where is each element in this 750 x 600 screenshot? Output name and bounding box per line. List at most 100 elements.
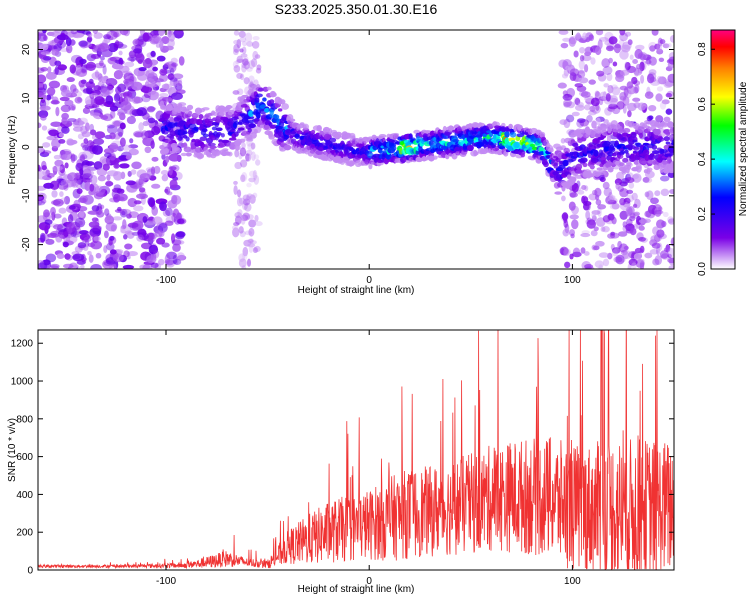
spectrogram-cell	[39, 43, 49, 51]
spectrogram-cell	[87, 210, 100, 215]
spectrogram-cell	[242, 194, 250, 202]
spectrogram-cell	[628, 258, 638, 266]
spectrogram-cell	[247, 143, 255, 151]
spectrogram-cell	[642, 177, 653, 184]
spectrogram-cell	[177, 80, 183, 87]
spectrogram-cell	[608, 57, 613, 64]
spectrogram-cell	[256, 64, 262, 71]
spectrogram-cell	[252, 247, 258, 254]
spectrogram-cell	[234, 215, 242, 225]
spectrogram-cell	[560, 138, 566, 144]
spectrogram-cell	[633, 66, 640, 77]
spectrogram-cell	[624, 61, 629, 71]
spectrogram-cell	[639, 61, 645, 72]
spectrogram-cell	[589, 105, 596, 113]
spectrogram-cell	[584, 266, 595, 269]
spectrogram-cell	[631, 262, 637, 269]
spectrogram-cell	[66, 77, 75, 83]
spectrogram-cell	[578, 77, 589, 84]
spectrogram-cell	[99, 60, 104, 67]
spectrogram-cell	[172, 243, 181, 252]
spectrogram-cell	[216, 131, 222, 136]
spectrogram-cell	[665, 141, 671, 145]
spectrogram-cell	[568, 229, 576, 237]
spectrogram-cell	[78, 209, 85, 218]
spectrogram-cell	[54, 30, 62, 34]
spectrogram-cell	[127, 56, 137, 62]
spectrogram-cell	[651, 242, 661, 249]
spectrogram-cell	[277, 108, 283, 112]
spectrogram-cell	[134, 44, 143, 54]
spectrogram-cell	[252, 169, 258, 180]
spectrogram-cell	[156, 55, 166, 62]
spectrogram-cell	[161, 174, 169, 182]
spectrogram-cell	[38, 146, 44, 154]
spectrogram-cell	[70, 54, 83, 64]
spectrogram-cell	[246, 182, 252, 188]
spectrogram-cell	[43, 35, 48, 41]
spectrogram-cell	[576, 119, 585, 128]
spectrogram-cell	[618, 231, 628, 237]
spectrogram-cell	[638, 225, 645, 231]
spectrogram-cell	[39, 232, 46, 243]
spectrogram-cell	[63, 195, 71, 205]
spectrogram-cell	[92, 30, 99, 35]
spectrogram-cell	[566, 101, 575, 109]
spectrogram-cell	[572, 142, 579, 148]
spectrogram-cell	[594, 187, 602, 197]
spectrogram-cells	[38, 30, 674, 269]
spectrogram-cell	[84, 95, 95, 106]
spectrogram-cell	[329, 137, 337, 143]
spectrogram-cell	[50, 121, 62, 127]
spectrogram-cell	[81, 160, 90, 167]
spectrogram-cell	[83, 87, 94, 94]
spectrogram-cell	[118, 155, 129, 161]
y-tick-label: 10	[21, 92, 32, 104]
spectrogram-cell	[385, 153, 392, 160]
spectrogram-cell	[90, 264, 102, 269]
spectrogram-cell	[176, 115, 182, 121]
spectrogram-cell	[559, 246, 569, 256]
spectrogram-cell	[142, 264, 153, 269]
spectrogram-cell	[390, 145, 397, 152]
spectrogram-cell	[40, 115, 47, 121]
spectrogram-cell	[335, 131, 342, 136]
spectrogram-cell	[147, 91, 160, 97]
spectrogram-cell	[619, 30, 626, 36]
spectrogram-cell	[624, 61, 631, 71]
spectrogram-frame	[37, 29, 675, 270]
spectrogram-cell	[621, 168, 627, 175]
spectrogram-cell	[618, 243, 629, 253]
spectrogram-cell	[102, 163, 110, 171]
spectrogram-cell	[81, 150, 94, 160]
spectrogram-cell	[573, 96, 580, 106]
spectrogram-cell	[608, 103, 618, 110]
spectrogram-cell	[174, 147, 181, 154]
spectrogram-cell	[83, 236, 92, 242]
spectrogram-cell	[283, 144, 292, 151]
spectrogram-cell	[58, 139, 66, 144]
spectrogram-cell	[650, 197, 659, 205]
spectrogram-cell	[171, 194, 178, 205]
spectrogram-cell	[85, 61, 97, 72]
spectrogram-cell	[634, 247, 643, 253]
snr-x-axis-label: Height of straight line (km)	[298, 584, 415, 595]
spectrogram-cell	[572, 151, 579, 156]
spectrogram-cell	[245, 153, 252, 162]
spectrogram-cell	[85, 170, 95, 176]
spectrogram-cell	[233, 180, 238, 185]
spectrogram-cell	[657, 76, 667, 85]
spectrogram-cell	[64, 99, 74, 107]
spectrogram-cell	[242, 250, 248, 261]
spectrogram-cell	[238, 258, 247, 268]
spectrogram-cell	[126, 116, 136, 125]
spectrogram-cell	[256, 93, 263, 98]
spectrogram-cell	[113, 171, 123, 181]
spectrogram-cell	[251, 58, 258, 68]
spectrogram-cell	[164, 62, 170, 68]
spectrogram-cell	[55, 233, 63, 243]
spectrogram-cell	[171, 62, 179, 67]
spectrogram-cell	[165, 155, 170, 163]
spectrogram-cell	[86, 231, 94, 238]
spectrogram-cell	[589, 164, 595, 170]
